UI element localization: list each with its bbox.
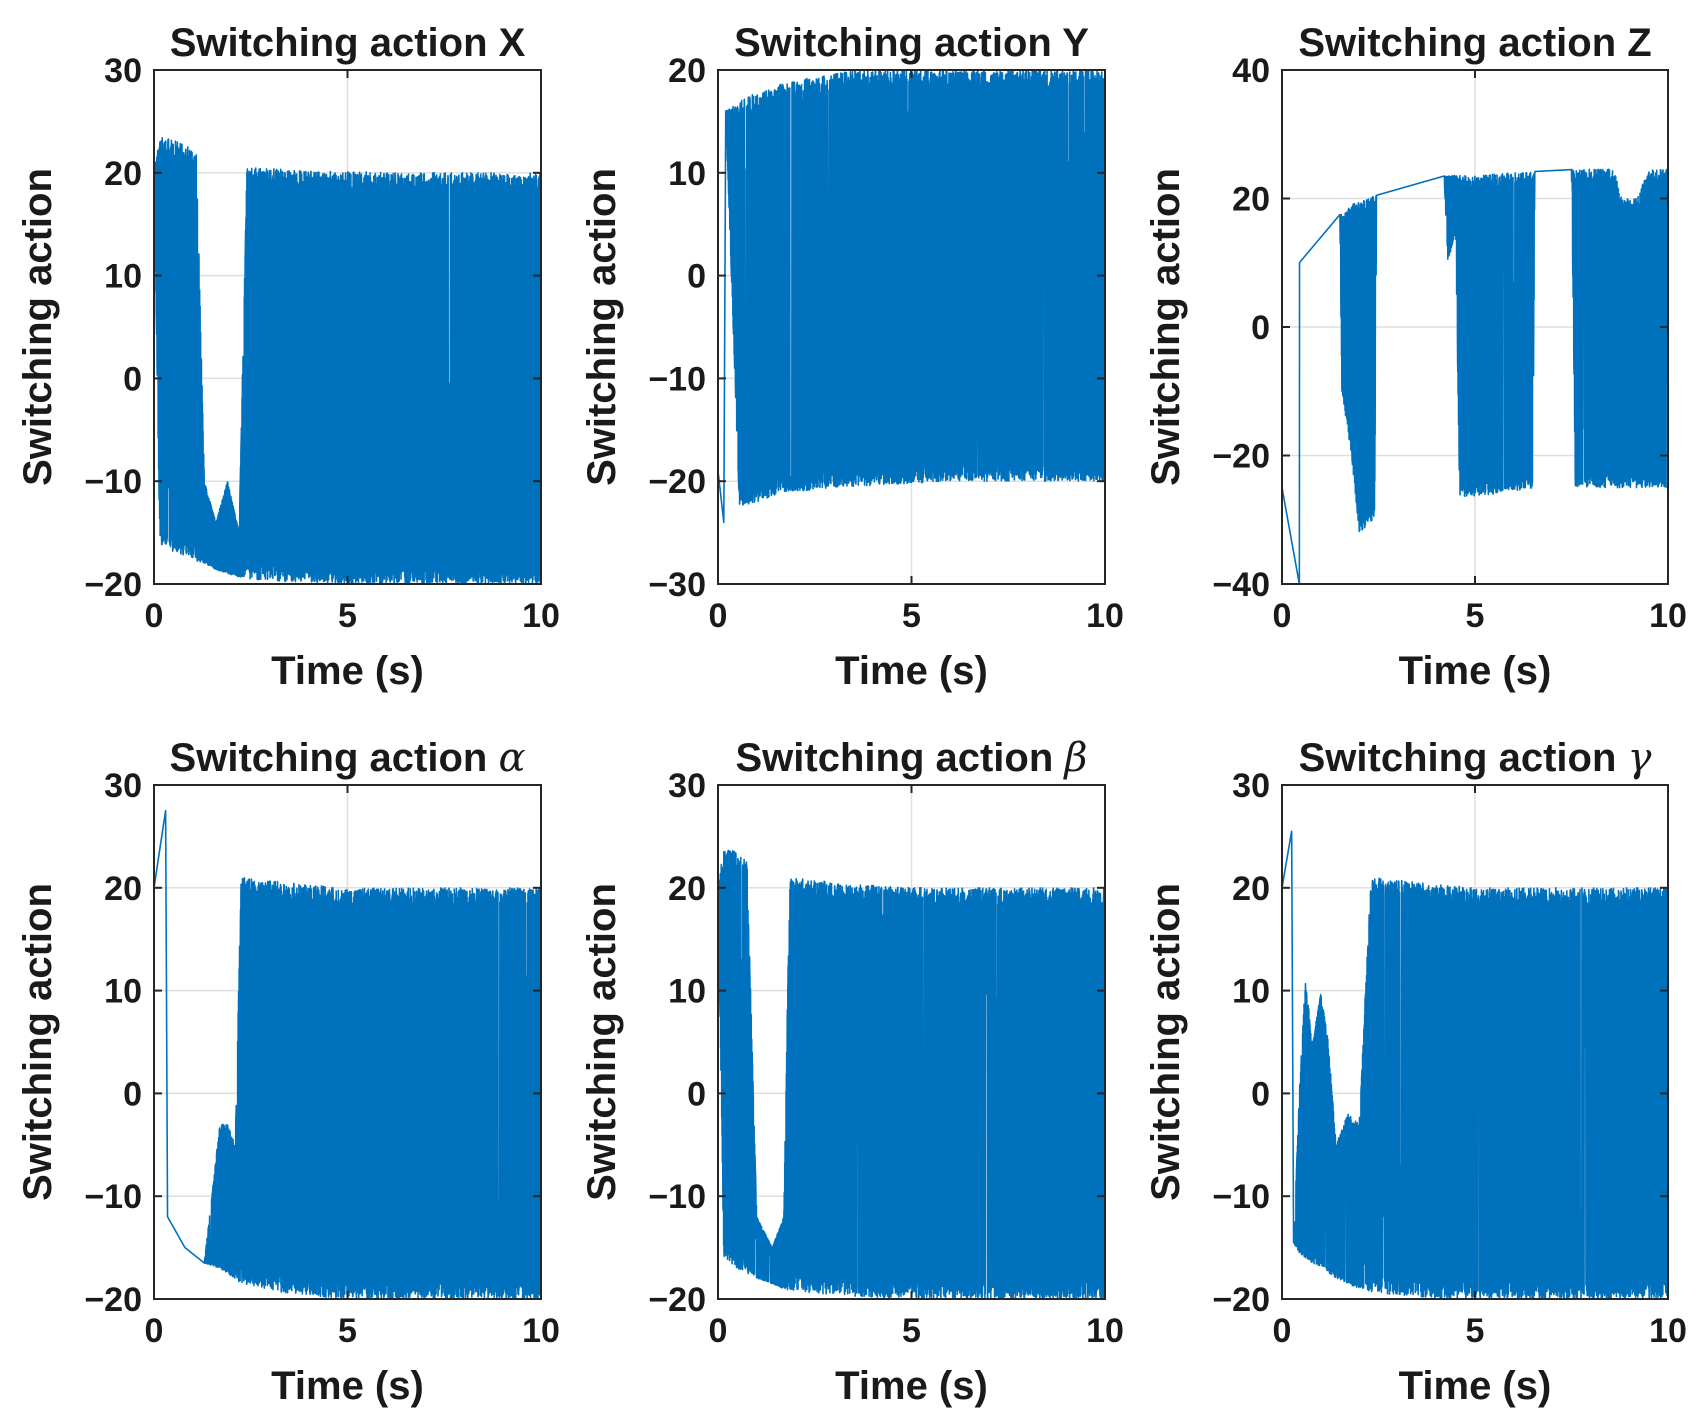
x-axis-label: Time (s) [1399,649,1552,693]
y-tick-label: 30 [104,767,142,805]
chart-title: Switching action β [735,735,1087,781]
x-tick-label: 5 [338,1312,357,1350]
chart-panel-5: 0 5 10 −20 −10 0 10 20 30 Switching action β Time … [580,735,1124,1408]
y-axis-label: Switching action [1144,883,1188,1201]
y-tick-label: 20 [668,52,706,90]
y-tick-label: −30 [648,566,706,604]
y-tick-label: 20 [104,870,142,908]
x-tick-label: 10 [1649,597,1687,635]
x-axis-label: Time (s) [271,1364,424,1408]
x-axis-label: Time (s) [271,649,424,693]
y-tick-label: 0 [687,258,706,296]
y-tick-label: 30 [668,767,706,805]
y-tick-label: −20 [1212,438,1270,476]
y-tick-label: 40 [1232,52,1270,90]
x-tick-label: 0 [1273,1312,1292,1350]
y-tick-label: −20 [84,566,142,604]
y-tick-label: 20 [1232,181,1270,219]
y-tick-label: 10 [104,258,142,296]
y-tick-label: 10 [668,155,706,193]
x-tick-label: 10 [1086,1312,1124,1350]
chart-panel-4: 0 5 10 −20 −10 0 10 20 30 Switching action α Time … [16,735,560,1408]
y-tick-label: −10 [648,360,706,398]
y-tick-label: 10 [668,973,706,1011]
x-tick-label: 5 [1466,1312,1485,1350]
y-tick-label: −10 [84,463,142,501]
y-tick-label: 0 [1251,309,1270,347]
x-axis-label: Time (s) [1399,1364,1552,1408]
series-line [1282,168,1668,584]
y-tick-label: −20 [648,1281,706,1319]
x-tick-label: 0 [145,597,164,635]
y-tick-label: −20 [1212,1281,1270,1319]
series-line [718,70,1105,524]
x-axis-label: Time (s) [835,1364,988,1408]
x-tick-label: 5 [902,1312,921,1350]
y-tick-label: 20 [104,155,142,193]
y-tick-label: 0 [123,360,142,398]
y-tick-label: 20 [1232,870,1270,908]
y-tick-label: −20 [648,463,706,501]
chart-panel-3: 0 5 10 −40 −20 0 20 40 Switching action Z Time (s… [1144,21,1687,693]
y-tick-label: 10 [1232,973,1270,1011]
chart-title: Switching action Z [1298,21,1651,65]
x-axis-label: Time (s) [835,649,988,693]
y-axis-label: Switching action [16,168,60,486]
x-tick-label: 10 [522,597,560,635]
chart-title: Switching action X [170,21,526,65]
series-line [154,809,541,1299]
x-tick-label: 5 [902,597,921,635]
y-tick-label: 0 [687,1075,706,1113]
y-tick-label: 10 [104,973,142,1011]
x-tick-label: 5 [1466,597,1485,635]
x-tick-label: 10 [1086,597,1124,635]
chart-panel-2: 0 5 10 −30 −20 −10 0 10 20 Switching action Y Time… [580,21,1124,693]
y-tick-label: −40 [1212,566,1270,604]
y-axis-label: Switching action [16,883,60,1201]
y-tick-label: 20 [668,870,706,908]
x-tick-label: 10 [1649,1312,1687,1350]
y-axis-label: Switching action [580,168,624,486]
series-line [154,136,541,584]
chart-title: Switching action Y [734,21,1089,65]
x-tick-label: 0 [709,1312,728,1350]
y-tick-label: 0 [1251,1075,1270,1113]
chart-panel-1: 0 5 10 −20 −10 0 10 20 30 Switching action X Time … [16,21,560,693]
series-line [718,849,1105,1299]
y-tick-label: 30 [1232,767,1270,805]
x-tick-label: 0 [145,1312,164,1350]
y-tick-label: −20 [84,1281,142,1319]
y-tick-label: 0 [123,1075,142,1113]
x-tick-label: 0 [709,597,728,635]
y-axis-label: Switching action [580,883,624,1201]
y-tick-label: −10 [648,1178,706,1216]
y-tick-label: −10 [1212,1178,1270,1216]
series-line [1282,830,1668,1299]
x-tick-label: 5 [338,597,357,635]
x-tick-label: 10 [522,1312,560,1350]
y-tick-label: −10 [84,1178,142,1216]
y-tick-label: 30 [104,52,142,90]
chart-panel-6: 0 5 10 −20 −10 0 10 20 30 Switching action γ Time … [1144,735,1687,1408]
y-axis-label: Switching action [1144,168,1188,486]
x-tick-label: 0 [1273,597,1292,635]
chart-title: Switching action γ [1299,735,1652,781]
chart-title: Switching action α [170,735,526,781]
